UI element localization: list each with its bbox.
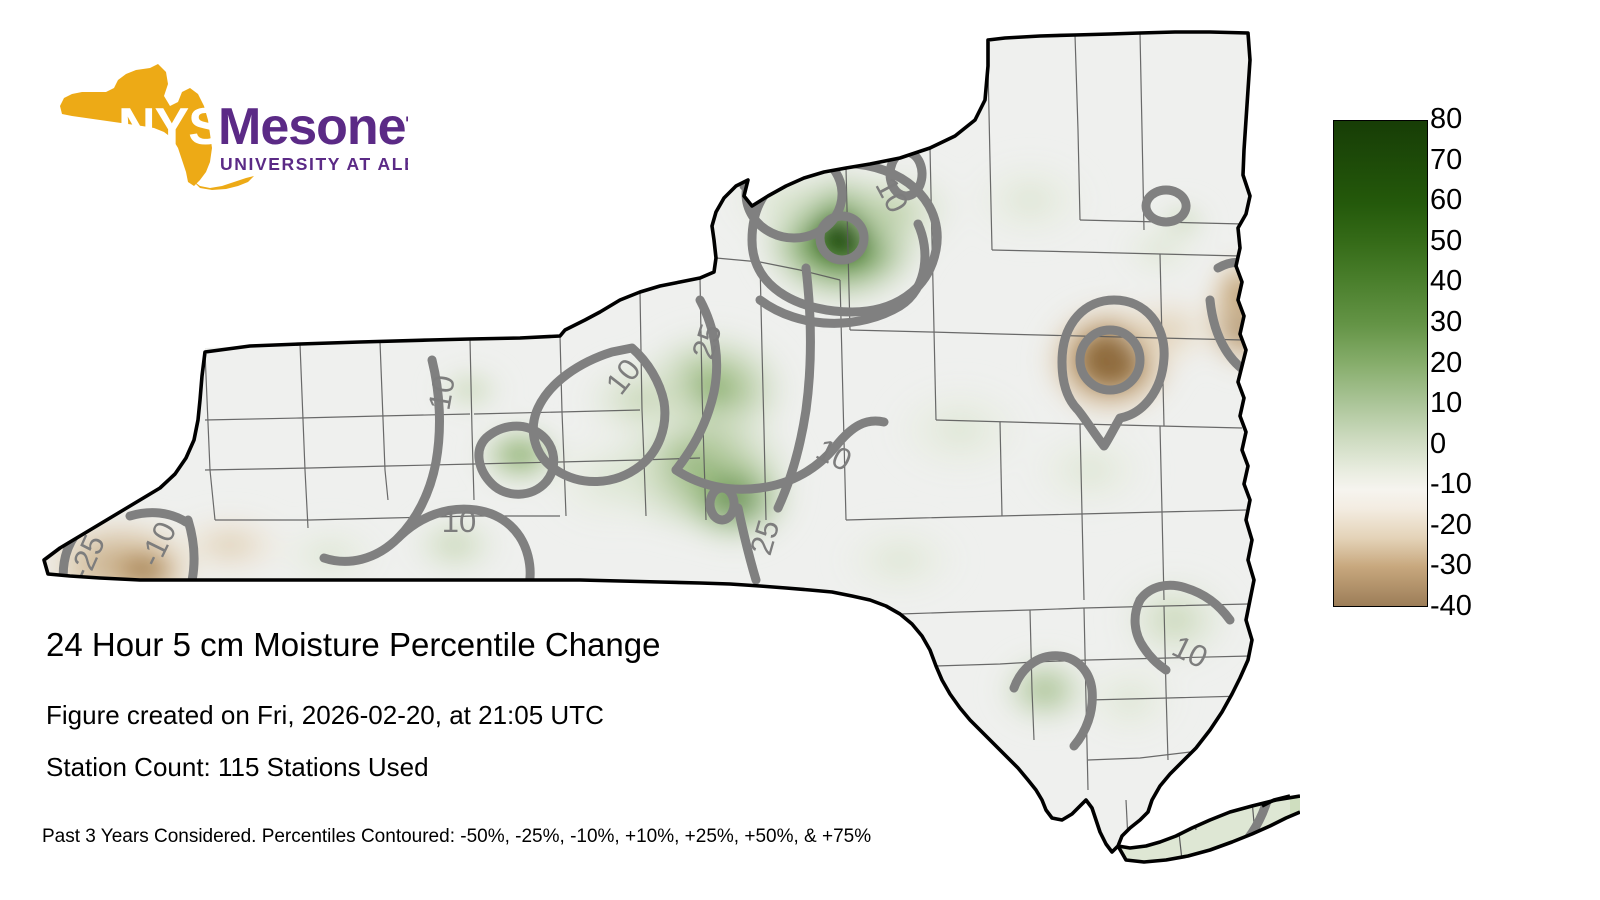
contour-25-south: [733, 503, 761, 585]
contour-minus10-sw-b: [125, 508, 191, 527]
colorbar-tick-60: 60: [1430, 184, 1463, 217]
contour-10-central-loop: [528, 343, 670, 486]
contour-10-east-lobe: [671, 416, 889, 494]
colorbar-tick-labels: 80 70 60 50 40 30 20 10 0 -10 -20 -30 -40: [1430, 105, 1580, 621]
contour-minus25-capital: [1075, 325, 1145, 395]
contour-25-central: [671, 295, 722, 475]
colorbar-tick-80: 80: [1430, 103, 1463, 135]
contour-ring-75: [815, 211, 869, 265]
colorbar-tick-10: 10: [1430, 387, 1463, 420]
contour-10-hudson-a: [1135, 580, 1235, 625]
contour-10-north-b: [755, 219, 930, 328]
colorbar-gradient: [1333, 120, 1428, 607]
nys-mesonet-logo: NYS Mesonet UNIVERSITY AT ALBANY: [58, 62, 408, 190]
colorbar-tick-neg20: -20: [1430, 508, 1472, 541]
colorbar-tick-30: 30: [1430, 305, 1463, 338]
page-title: 24 Hour 5 cm Moisture Percentile Change: [46, 626, 661, 663]
contour-10-northeast-ring: [1141, 185, 1191, 227]
colorbar-tick-20: 20: [1430, 346, 1463, 379]
colorbar-tick-70: 70: [1430, 143, 1463, 176]
map-panel: 10 25 10 10 10 25 10 -25 -10 10: [42, 30, 1300, 864]
state-outline: [42, 30, 1300, 864]
contour-footnote: Past 3 Years Considered. Percentiles Con…: [42, 826, 872, 847]
logo-mesonet-text: Mesonet: [218, 98, 408, 156]
contour-minus10-capital: [1057, 295, 1169, 451]
logo-subtitle-text: UNIVERSITY AT ALBANY: [220, 154, 408, 174]
logo-nys-text: NYS: [118, 98, 222, 156]
colorbar-tick-neg30: -30: [1430, 549, 1472, 582]
contour-10-southeast: [1009, 651, 1097, 751]
contour-25-small-ring: [705, 483, 739, 525]
figure-created-line: Figure created on Fri, 2026-02-20, at 21…: [46, 700, 604, 730]
ny-state-silhouette-icon: [60, 64, 212, 186]
colorbar-tick-0: 0: [1430, 427, 1447, 460]
colorbar-tick-neg40: -40: [1430, 590, 1472, 622]
colorbar-tick-neg10: -10: [1430, 468, 1472, 501]
contour-10-southwest-lobe: [393, 504, 535, 601]
colorbar-tick-40: 40: [1430, 265, 1463, 298]
colorbar: 80 70 60 50 40 30 20 10 0 -10 -20 -30 -40: [1310, 105, 1590, 621]
ny-state-tail-icon: [192, 176, 254, 190]
contour-label-10-6: 10: [442, 504, 476, 539]
colorbar-tick-50: 50: [1430, 224, 1463, 257]
contour-10-hudson-b: [1130, 595, 1171, 675]
contour-label-10-3: 10: [421, 373, 461, 413]
station-count-line: Station Count: 115 Stations Used: [46, 752, 429, 782]
contour-10-west-ring: [474, 421, 559, 499]
contour-10-west-long: [319, 355, 444, 566]
